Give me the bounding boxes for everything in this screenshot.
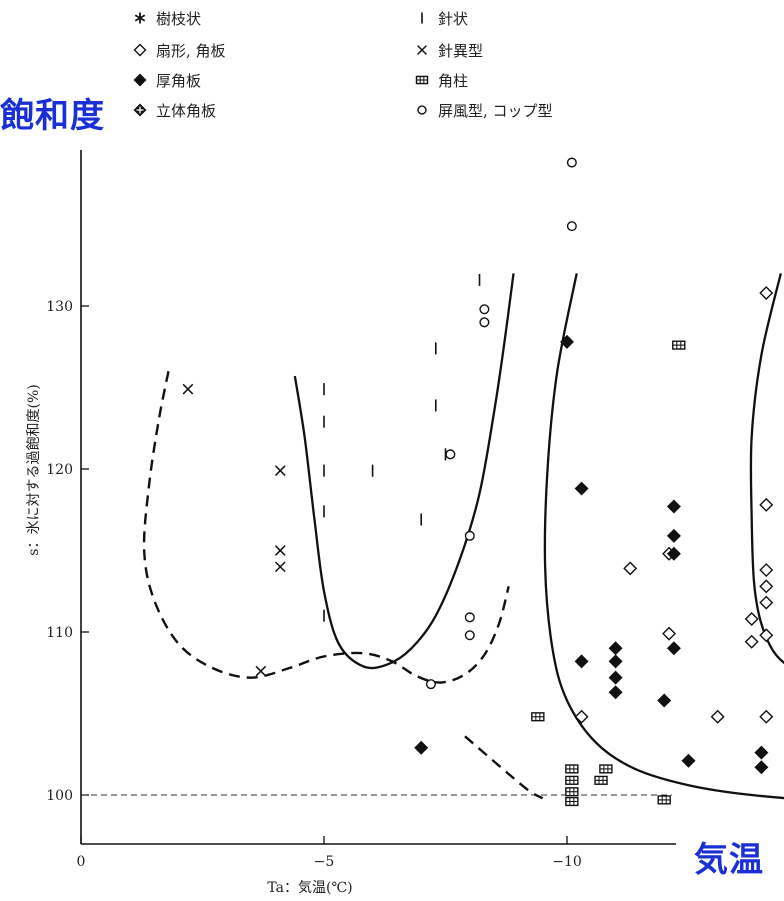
diamond-filled-point [666,641,681,656]
diamond-open-point [759,628,774,643]
diamond-filled-point [608,685,623,700]
diamond-filled-point [754,760,769,775]
column-point [672,340,686,350]
diamond-filled-point [608,654,623,669]
diamond-filled-point [666,499,681,514]
diamond-open-point [759,285,774,300]
boundary-curve-2 [293,273,515,670]
x-tick-label: −10 [552,854,582,870]
diamond-filled-point [414,740,429,755]
x-tick-label: 0 [77,854,86,870]
boundary-curve-1 [142,370,510,684]
diamond-filled-point [681,753,696,768]
column-point [565,787,579,797]
diamond-filled-point [608,670,623,685]
column-point [565,796,579,807]
y-tick-label: 120 [46,462,73,478]
column-point [657,795,671,805]
diamond-open-point [744,634,759,649]
legend-symbol-diamond-open [133,43,147,57]
circle-open-point [566,221,577,232]
y-tick-label: 130 [46,299,73,315]
legend-symbol-diamond-filled [133,73,147,87]
diamond-filled-point [666,546,681,561]
diamond-open-point [662,626,677,641]
circle-open-point [566,157,577,168]
x-axis-label: Ta：気温(℃) [267,880,352,896]
legend-label: 立体角板 [156,102,217,120]
column-point [599,764,613,774]
y-tick-label: 100 [46,788,73,804]
y-tick-label: 110 [46,625,73,641]
diamond-filled-point [657,693,672,708]
boundary-curve-5 [464,735,544,800]
diamond-open-point [623,561,638,576]
column-point [565,775,579,785]
diamond-open-point [744,611,759,626]
column-point [565,764,579,774]
cross-point [255,665,267,677]
diamond-open-point [759,579,774,594]
legend-label: 厚角板 [156,72,202,90]
circle-open-point [464,630,475,641]
circle-open-point [464,530,475,541]
legend-label: 角柱 [438,72,469,90]
legend-symbol-diamond-plus [133,103,147,117]
cross-point [274,465,286,476]
boundary-curve-3 [543,273,784,800]
diamond-open-point [710,709,725,724]
diamond-open-point [574,709,589,724]
legend-label: 樹枝状 [156,10,202,28]
diamond-filled-point [754,745,769,760]
temperature-label: 気温 [694,840,764,880]
circle-open-point [479,317,490,328]
legend-symbol-circle-open [417,105,427,115]
legend-symbol-star [134,12,146,24]
legend-label: 扇形, 角板 [156,42,226,60]
cross-point [182,383,194,395]
cross-point [274,561,286,573]
column-point [594,775,608,785]
circle-open-point [445,449,456,460]
y-axis-label: s：氷に対する過飽和度(%) [25,384,42,555]
diamond-open-point [759,563,774,578]
diamond-open-point [759,595,774,610]
diamond-filled-point [608,641,623,656]
legend-label: 針状 [438,10,469,28]
diamond-filled-point [560,334,574,349]
legend-label: 屏風型, コップ型 [438,102,553,120]
legend-symbol-cross [417,45,427,55]
circle-open-point [464,612,475,623]
boundary-curve-4 [749,273,784,665]
diamond-filled-point [574,654,589,669]
diamond-open-point [759,709,774,724]
legend-label: 針異型 [438,42,484,60]
diamond-filled-point [574,481,589,496]
column-point [531,712,545,722]
diamond-open-point [759,497,774,512]
cross-point [274,545,286,556]
legend-symbol-column [415,75,429,85]
x-tick-label: −5 [314,854,335,870]
saturation-label: 飽和度 [0,96,105,136]
diamond-filled-point [666,528,681,543]
circle-open-point [425,679,436,690]
circle-open-point [479,304,490,315]
